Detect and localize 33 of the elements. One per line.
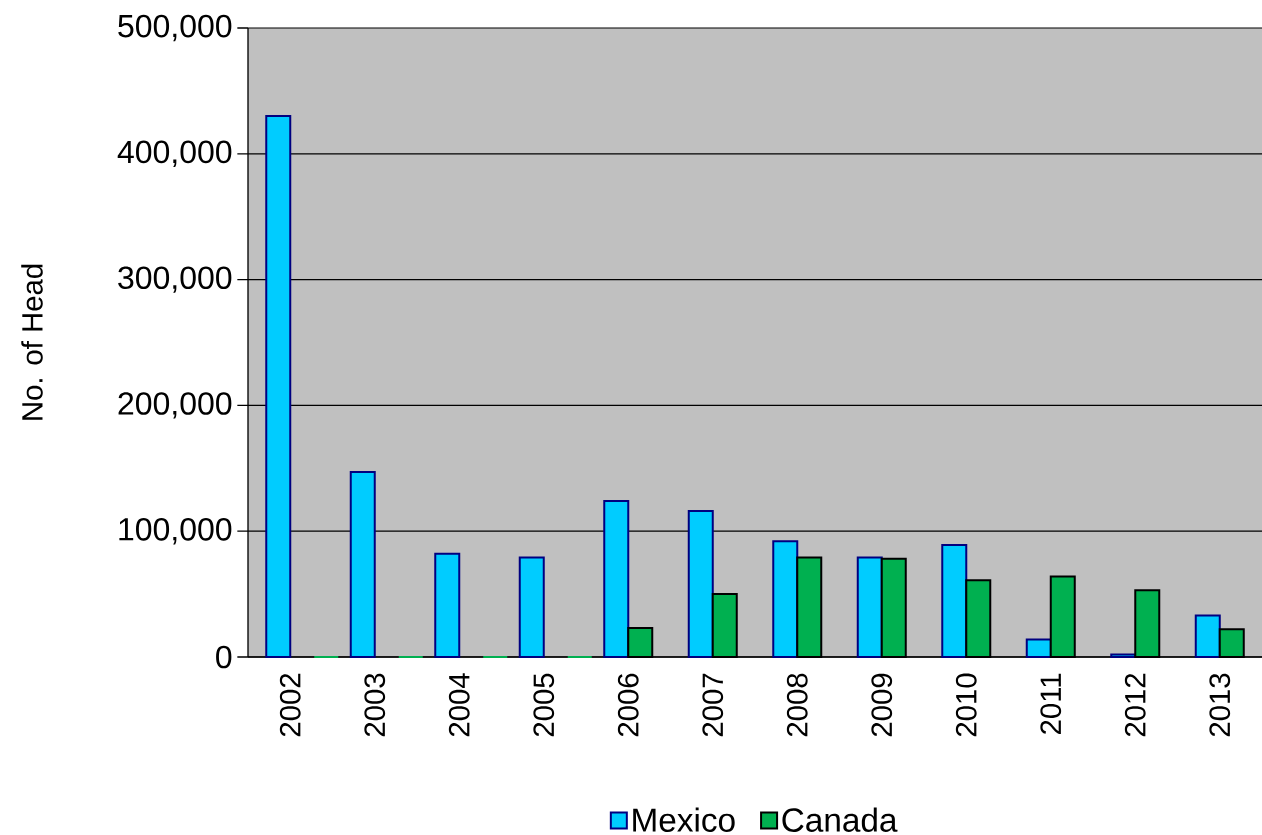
x-tick-label: 2003	[364, 673, 386, 737]
y-tick-label: 300,000	[118, 266, 232, 293]
x-tick-label: 2013	[1209, 673, 1231, 737]
x-tick-label: 2010	[955, 673, 977, 737]
bar	[1194, 614, 1221, 658]
bar	[434, 552, 461, 658]
legend-label: Canada	[782, 807, 898, 832]
bar	[856, 556, 883, 658]
bar	[1025, 638, 1052, 658]
bar	[772, 540, 799, 658]
bar	[518, 556, 545, 658]
y-tick-label: 200,000	[118, 392, 232, 419]
x-tick-label: 2012	[1124, 673, 1146, 737]
x-tick-label: 2009	[871, 673, 893, 737]
y-tick-label: 0	[216, 645, 232, 669]
bar	[1110, 653, 1137, 658]
bar	[687, 510, 714, 658]
x-tick-label: 2004	[448, 673, 470, 737]
x-tick-label: 2002	[279, 673, 301, 737]
bar	[603, 500, 630, 658]
legend-label: Mexico	[633, 807, 735, 832]
bar	[349, 471, 376, 658]
x-tick-label: 2005	[533, 673, 555, 737]
x-tick-label: 2011	[1040, 673, 1062, 734]
x-tick-label: 2006	[617, 673, 639, 737]
y-tick-label: 500,000	[118, 14, 232, 42]
y-axis-title: No. of Head	[21, 264, 43, 420]
x-tick-label: 2007	[702, 673, 724, 737]
bar	[941, 544, 968, 658]
y-tick-label: 100,000	[119, 517, 232, 545]
bar	[265, 115, 292, 658]
x-tick-label: 2008	[786, 673, 808, 737]
y-tick-label: 400,000	[117, 140, 232, 168]
